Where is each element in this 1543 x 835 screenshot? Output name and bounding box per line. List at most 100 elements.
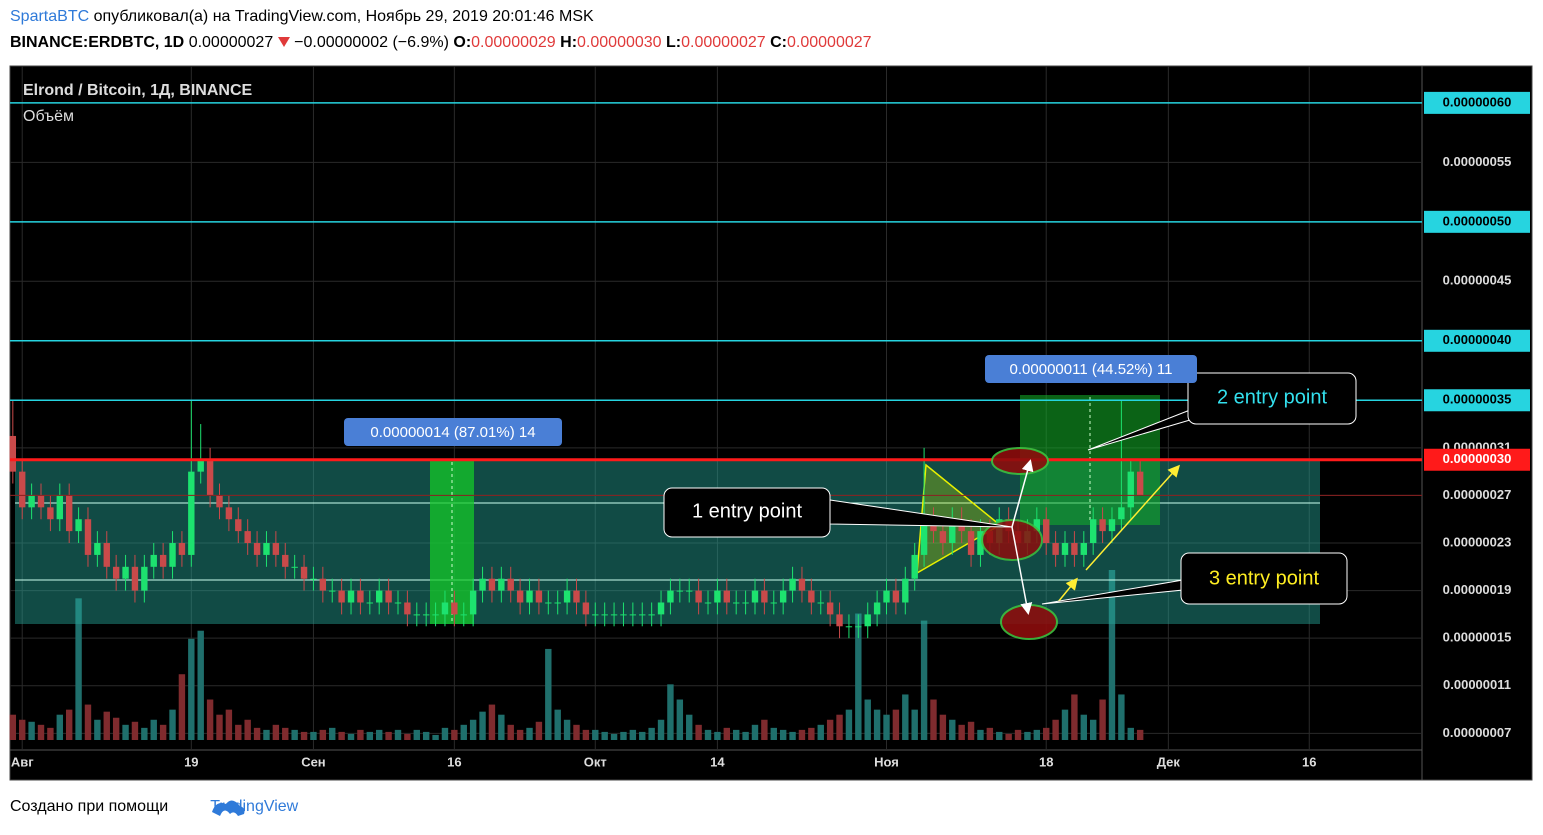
volume-bar (1052, 719, 1059, 740)
candle-body (817, 602, 824, 604)
arrow (1057, 577, 1078, 603)
candle-body (1089, 519, 1097, 544)
volume-bar (84, 704, 92, 740)
volume-bar (770, 727, 777, 740)
measure-text: 0.00000011 (44.52%) 11 (1010, 361, 1173, 378)
marker (1000, 604, 1058, 640)
candle-body (1099, 519, 1106, 532)
volume-bar (883, 714, 890, 740)
volume-bar (723, 727, 731, 740)
candle-body (1061, 543, 1069, 555)
candle-body (385, 590, 392, 603)
candle-body (826, 602, 834, 615)
candle-body (563, 590, 571, 603)
volume-bar (216, 714, 223, 740)
level-label-box (1424, 389, 1530, 412)
candle-body (498, 578, 505, 591)
candle-body (657, 602, 665, 615)
candle-body (206, 459, 214, 496)
candle-body (56, 495, 63, 520)
volume-bar (28, 721, 35, 740)
candle-body (1033, 519, 1041, 532)
candle-body (1080, 543, 1087, 555)
candle-body (526, 590, 533, 603)
arrow (1011, 459, 1034, 528)
volume-bar (272, 724, 280, 740)
legend-volume: Объём (23, 108, 74, 125)
volume-bar (779, 729, 787, 740)
volume-bar (676, 699, 684, 740)
candle-body (300, 566, 308, 579)
candle-body (28, 495, 35, 508)
candle-body (535, 590, 543, 603)
x-tick-label: 16 (1302, 754, 1316, 769)
level-label-box (1424, 329, 1530, 352)
volume-bar (1127, 727, 1134, 740)
volume-bar (1005, 733, 1012, 740)
volume-bar (1108, 570, 1116, 740)
candle-body (263, 543, 270, 555)
level-label: 0.00000035 (1443, 392, 1512, 407)
candle-body (573, 590, 580, 603)
volume-bar (498, 714, 505, 740)
level-label: 0.00000060 (1443, 94, 1512, 109)
volume-bar (648, 727, 655, 740)
x-tick-label: 16 (447, 754, 461, 769)
current-price-label: 0.00000030 (1443, 451, 1512, 466)
candle-body (732, 602, 740, 604)
candle-body (216, 495, 223, 508)
candle-body (366, 602, 374, 604)
volume-layer (9, 570, 1144, 740)
volume-bar (385, 731, 392, 740)
volume-bar (404, 733, 411, 740)
candle-body (902, 578, 909, 603)
volume-bar (329, 727, 336, 740)
x-tick-label: Ноя (874, 754, 899, 769)
x-tick-label: Сен (301, 754, 325, 769)
volume-bar (789, 731, 796, 740)
footer-brand[interactable]: TradingView (210, 798, 299, 815)
author[interactable]: SpartaBTC (10, 8, 90, 25)
candle-body (845, 626, 853, 628)
volume-bar (441, 727, 449, 740)
volume-bar (357, 729, 364, 740)
measure-label (344, 418, 562, 446)
callout-text: 1 entry point (692, 500, 803, 522)
volume-bar (507, 724, 514, 740)
volume-bar (554, 709, 561, 740)
volume-bar (902, 694, 909, 740)
candle-body (507, 578, 514, 591)
volume-bar (610, 733, 618, 740)
candle-body (779, 590, 787, 603)
candle-body (667, 590, 674, 603)
volume-bar (300, 731, 308, 740)
volume-bar (263, 729, 270, 740)
volume-bar (291, 729, 298, 740)
candle-body (967, 531, 975, 555)
volume-bar (817, 724, 824, 740)
callout (663, 487, 831, 538)
volume-bar (65, 709, 73, 740)
volume-bar (826, 719, 834, 740)
volume-bar (37, 724, 45, 740)
candle-body (770, 602, 777, 604)
legend-title: Elrond / Bitcoin, 1Д, BINANCE (23, 82, 253, 99)
volume-bar (141, 727, 148, 740)
volume-bar (573, 724, 580, 740)
candle-body (65, 495, 73, 532)
axes: Авг 19 Сен 16 Окт 14 Ноя 18 Дек 16 0.00000055 0.000… (11, 91, 1530, 769)
volume-bar (1071, 694, 1078, 740)
volume-bar (845, 709, 853, 740)
x-tick-label: Дек (1157, 754, 1181, 769)
candle-body (75, 519, 82, 532)
volume-bar (188, 638, 195, 740)
volume-bar (808, 727, 815, 740)
volume-bar (244, 719, 251, 740)
callout-text: 3 entry point (1209, 567, 1320, 589)
y-tick-label: 0.00000045 (1443, 273, 1512, 288)
footer-text: Создано при помощи (10, 798, 169, 815)
volume-bar (394, 729, 402, 740)
candle-body (169, 543, 176, 567)
volume-bar (1033, 729, 1041, 740)
header-line-2: BINANCE:ERDBTC, 1D 0.00000027 −0.0000000… (10, 34, 872, 52)
